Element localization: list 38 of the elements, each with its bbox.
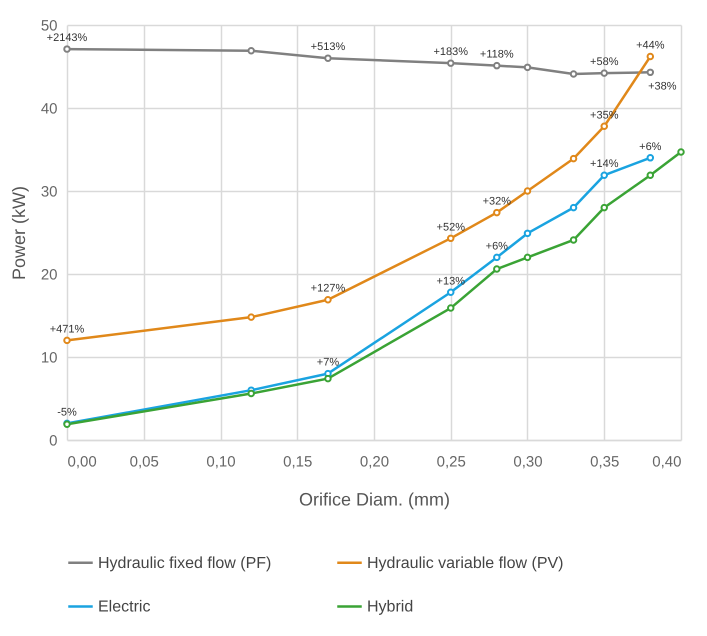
- x-tick-label: 0,30: [513, 454, 543, 470]
- y-tick-label: 20: [40, 266, 58, 284]
- annotation: +118%: [480, 48, 514, 61]
- legend-label: Hydraulic variable flow (PV): [367, 554, 564, 572]
- annotation: +7%: [316, 356, 340, 369]
- x-tick-label: 0,10: [206, 454, 236, 470]
- annotation: +6%: [486, 240, 508, 252]
- y-tick-label: 30: [40, 184, 58, 200]
- annotation: +183%: [433, 46, 468, 58]
- x-tick-label: 0,35: [590, 454, 620, 470]
- annotation: +58%: [590, 56, 619, 68]
- legend-label: Electric: [98, 598, 150, 616]
- annotation: +6%: [639, 140, 662, 153]
- y-tick-label: 50: [40, 18, 58, 34]
- x-tick-label: 0,15: [283, 454, 312, 470]
- x-tick-label: 0,25: [436, 454, 466, 470]
- y-tick-label: 10: [40, 350, 58, 366]
- annotation: +44%: [636, 40, 665, 52]
- x-tick-label: 0,00: [68, 454, 97, 470]
- annotation: +513%: [310, 41, 346, 54]
- y-tick-label: 0: [49, 432, 58, 450]
- annotation: +14%: [590, 158, 619, 170]
- legend-label: Hybrid: [367, 598, 414, 616]
- annotation: +52%: [436, 221, 466, 234]
- annotation: +2143%: [46, 32, 88, 44]
- y-tick-label: 40: [40, 100, 58, 118]
- annotation: -5%: [57, 406, 77, 418]
- annotation: +127%: [310, 282, 346, 295]
- x-tick-label: 0,20: [360, 454, 390, 470]
- legend-label: Hydraulic fixed flow (PF): [98, 554, 272, 572]
- x-tick-label: 0,05: [130, 454, 159, 470]
- annotation: +38%: [648, 80, 677, 92]
- annotation: +32%: [482, 196, 512, 208]
- annotation: +13%: [436, 275, 466, 288]
- annotation: +471%: [50, 323, 84, 336]
- x-tick-label: 0,40: [652, 454, 682, 470]
- y-axis-title: Power (kW): [8, 186, 29, 280]
- x-axis-title: Orifice Diam. (mm): [299, 490, 450, 510]
